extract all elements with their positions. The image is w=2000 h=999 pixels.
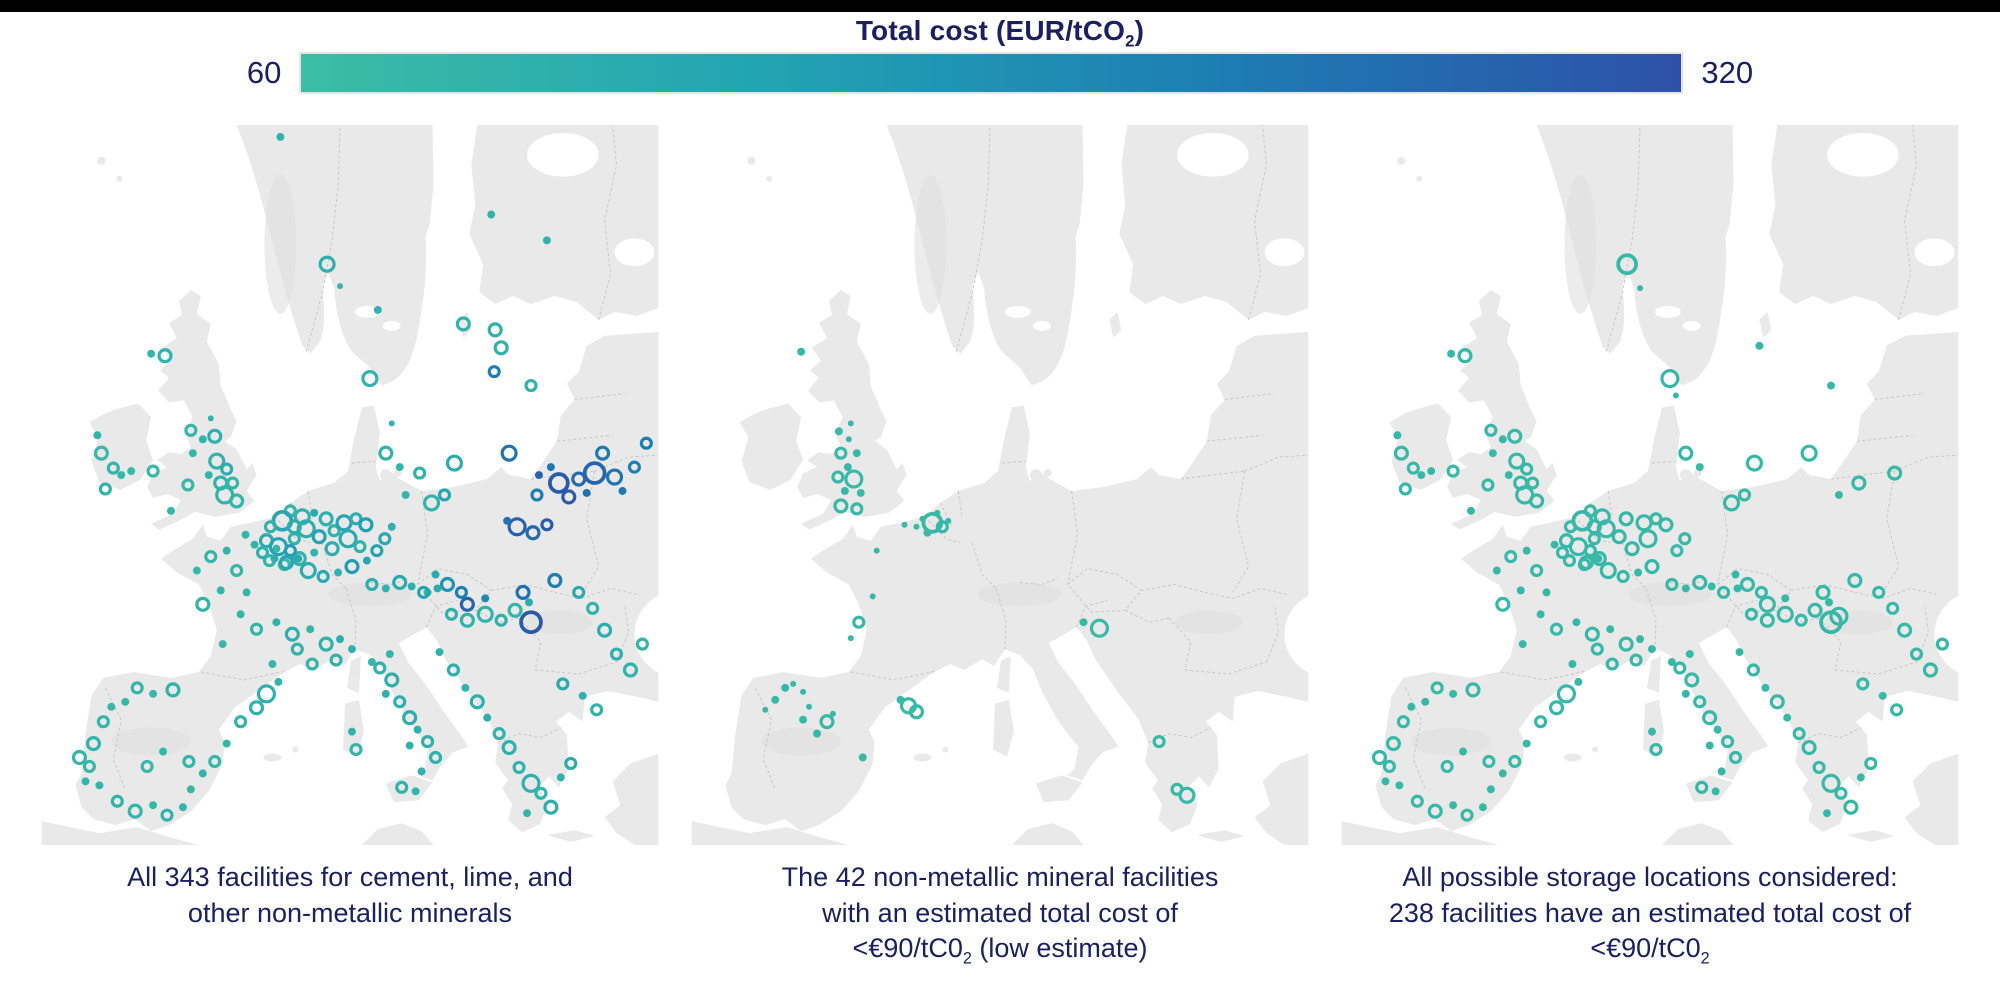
map-panel-low-cost-facilities	[689, 125, 1311, 845]
europe-map-all-storage-options	[1341, 125, 1961, 845]
map-panel-all-storage-options	[1339, 125, 1961, 845]
map-panel-all-facilities	[39, 125, 661, 845]
caption-all-storage-options: All possible storage locations considere…	[1388, 862, 1912, 968]
europe-map-all-facilities	[41, 125, 661, 845]
facility-bubbles	[71, 132, 653, 822]
top-black-bar	[0, 0, 2000, 12]
colorbar-min-label: 60	[246, 55, 282, 90]
colorbar-gradient	[299, 52, 1684, 94]
captions-row: All 343 facilities for cement, lime, and…	[0, 860, 2000, 967]
maps-row	[0, 125, 2000, 845]
caption-low-cost-facilities: The 42 non-metallic mineral facilities wi…	[781, 862, 1219, 968]
facility-bubbles	[762, 347, 1196, 804]
colorbar-legend: 60 320	[0, 50, 2000, 96]
colorbar-max-label: 320	[1701, 55, 1754, 90]
facility-bubbles	[1371, 253, 1949, 822]
figure-title: Total cost (EUR/tCO2)	[855, 15, 1145, 51]
caption-all-facilities: All 343 facilities for cement, lime, and…	[127, 862, 573, 928]
europe-map-low-cost-facilities	[691, 125, 1311, 845]
